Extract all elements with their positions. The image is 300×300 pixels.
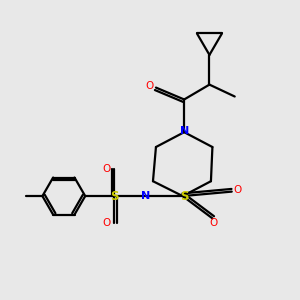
Text: N: N xyxy=(180,126,189,136)
Text: O: O xyxy=(103,164,111,174)
Text: N: N xyxy=(141,191,150,201)
Text: O: O xyxy=(210,218,218,228)
Text: O: O xyxy=(103,218,111,228)
Text: O: O xyxy=(234,185,242,195)
Text: O: O xyxy=(146,81,154,91)
Text: S: S xyxy=(180,190,188,202)
Text: S: S xyxy=(110,190,118,202)
